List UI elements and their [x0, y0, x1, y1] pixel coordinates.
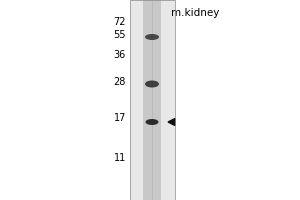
Text: 17: 17 [114, 113, 126, 123]
Text: 36: 36 [114, 50, 126, 60]
Text: 55: 55 [113, 30, 126, 40]
Bar [130, 0, 175, 200]
Ellipse shape [145, 80, 159, 88]
Text: 28: 28 [114, 77, 126, 87]
Ellipse shape [145, 34, 159, 40]
Text: 11: 11 [114, 153, 126, 163]
Bar [143, 0, 161, 200]
Ellipse shape [146, 119, 158, 125]
Polygon shape [168, 118, 175, 126]
Text: 72: 72 [113, 17, 126, 27]
Text: m.kidney: m.kidney [171, 8, 219, 18]
Bar [130, 0, 175, 200]
